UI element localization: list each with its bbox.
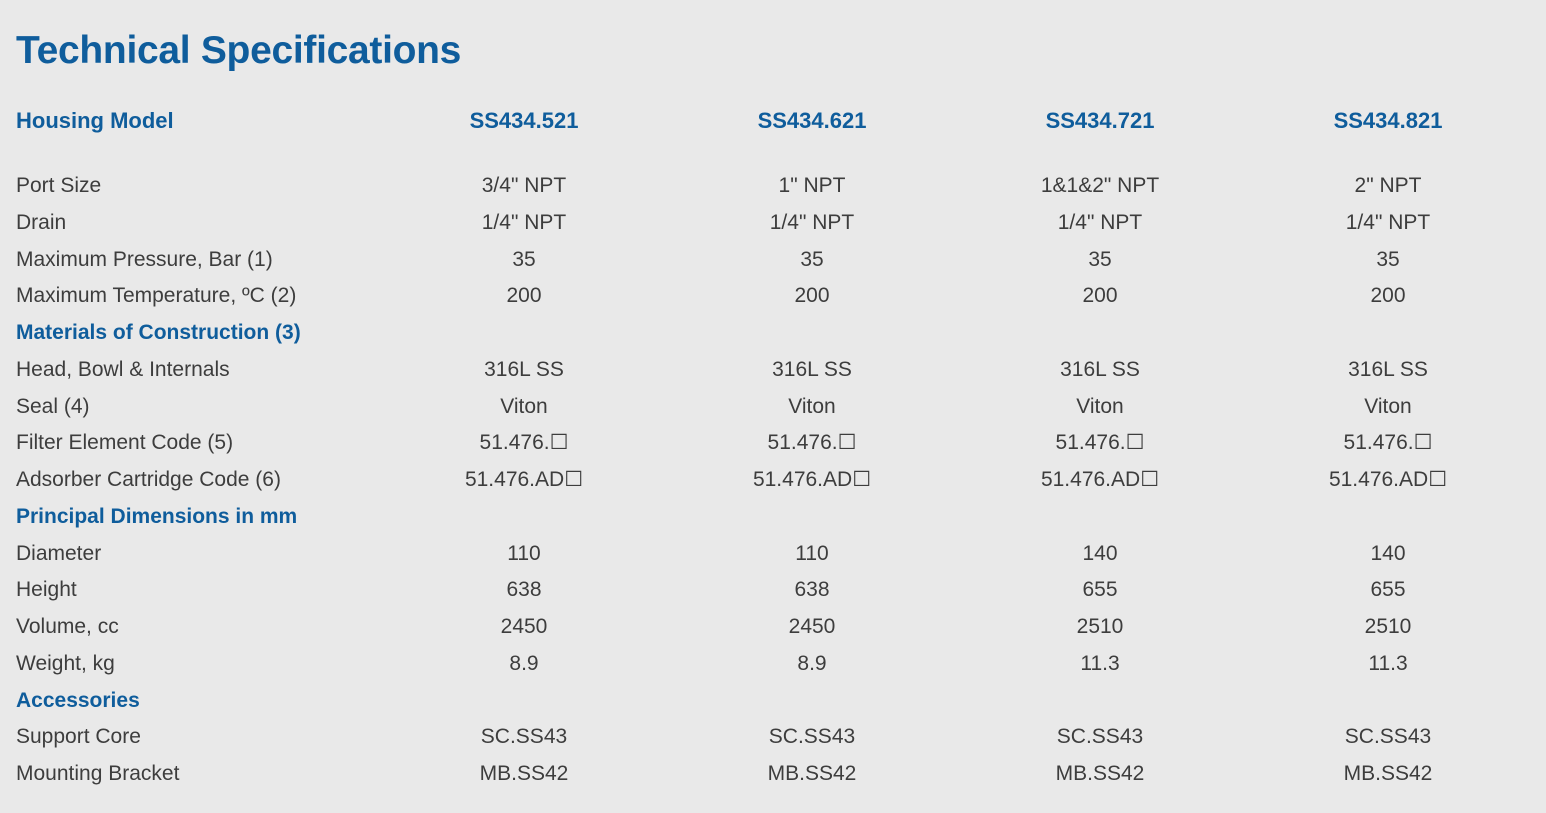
cell-value: 51.476.☐	[1055, 431, 1145, 454]
cell-value: 655	[1370, 578, 1406, 601]
cell-value: 1" NPT	[778, 174, 846, 197]
cell-value: 8.9	[509, 652, 539, 675]
table-row: Support Core SC.SS43 SC.SS43 SC.SS43 SC.SS43	[0, 720, 1546, 754]
cell-value: 1/4" NPT	[481, 211, 567, 234]
cell-value: 51.476.☐	[479, 431, 569, 454]
row-label: Seal (4)	[16, 395, 90, 418]
cell-value: 51.476.AD☐	[1040, 468, 1160, 491]
row-label: Mounting Bracket	[16, 762, 180, 785]
cell-value: 110	[795, 542, 829, 565]
section-heading-row: Materials of Construction (3)	[0, 316, 1546, 350]
cell-value: 200	[506, 284, 542, 307]
table-row: Filter Element Code (5) 51.476.☐ 51.476.☐ 5…	[0, 426, 1546, 460]
cell-value: 638	[794, 578, 830, 601]
cell-value: MB.SS42	[1343, 762, 1433, 785]
row-label: Diameter	[16, 542, 102, 565]
cell-value: 35	[1376, 248, 1400, 271]
cell-value: 200	[1370, 284, 1406, 307]
cell-value: 140	[1370, 542, 1406, 565]
table-row: Weight, kg 8.9 8.9 11.3 11.3	[0, 647, 1546, 681]
section-heading: Materials of Construction (3)	[16, 321, 301, 344]
row-label: Height	[16, 578, 77, 601]
table-row: Port Size 3/4" NPT 1" NPT 1&1&2" NPT 2" NPT	[0, 169, 1546, 203]
cell-value: 316L SS	[484, 358, 564, 381]
table-row: Height 638 638 655 655	[0, 573, 1546, 607]
row-label: Volume, cc	[16, 615, 119, 638]
cell-value: Viton	[788, 395, 836, 418]
section-heading-row: Accessories	[0, 684, 1546, 718]
model-header: SS434.521	[469, 108, 579, 133]
cell-value: 200	[794, 284, 830, 307]
page-title: Technical Specifications	[16, 29, 462, 72]
cell-value: 1&1&2" NPT	[1040, 174, 1160, 197]
section-heading: Principal Dimensions in mm	[16, 505, 298, 528]
section-heading-row: Principal Dimensions in mm	[0, 500, 1546, 534]
row-label: Port Size	[16, 174, 102, 197]
table-row: Seal (4) Viton Viton Viton Viton	[0, 390, 1546, 424]
cell-value: 11.3	[1080, 652, 1120, 675]
table-header-row: Housing Model SS434.521 SS434.621 SS434.…	[0, 104, 1546, 138]
cell-value: SC.SS43	[1344, 725, 1432, 748]
row-label: Weight, kg	[16, 652, 115, 675]
cell-value: 110	[507, 542, 541, 565]
row-label: Drain	[16, 211, 67, 234]
model-header: SS434.621	[757, 108, 867, 133]
row-label: Filter Element Code (5)	[16, 431, 234, 454]
cell-value: 316L SS	[1348, 358, 1428, 381]
cell-value: 2510	[1076, 615, 1124, 638]
cell-value: MB.SS42	[1055, 762, 1145, 785]
cell-value: 1/4" NPT	[769, 211, 855, 234]
table-row: Drain 1/4" NPT 1/4" NPT 1/4" NPT 1/4" NPT	[0, 206, 1546, 240]
cell-value: 200	[1082, 284, 1118, 307]
table-row: Diameter 110 110 140 140	[0, 537, 1546, 571]
table-row: Maximum Temperature, ºC (2) 200 200 200 200	[0, 279, 1546, 313]
cell-value: Viton	[500, 395, 548, 418]
row-label: Maximum Pressure, Bar (1)	[16, 248, 273, 271]
model-header: SS434.721	[1045, 108, 1155, 133]
cell-value: MB.SS42	[767, 762, 857, 785]
cell-value: 316L SS	[772, 358, 852, 381]
cell-value: 11.3	[1368, 652, 1408, 675]
section-heading: Accessories	[16, 689, 140, 712]
cell-value: SC.SS43	[1056, 725, 1144, 748]
row-label: Support Core	[16, 725, 141, 748]
cell-value: SC.SS43	[480, 725, 568, 748]
row-label: Adsorber Cartridge Code (6)	[16, 468, 281, 491]
cell-value: 1/4" NPT	[1057, 211, 1143, 234]
header-label: Housing Model	[16, 108, 174, 133]
table-row: Head, Bowl & Internals 316L SS 316L SS 316L…	[0, 353, 1546, 387]
model-header: SS434.821	[1333, 108, 1443, 133]
cell-value: 2450	[500, 615, 548, 638]
row-label: Head, Bowl & Internals	[16, 358, 230, 381]
cell-value: 2" NPT	[1354, 174, 1422, 197]
cell-value: 1/4" NPT	[1345, 211, 1431, 234]
table-row: Volume, cc 2450 2450 2510 2510	[0, 610, 1546, 644]
table-row: Mounting Bracket MB.SS42 MB.SS42 MB.SS42 MB.…	[0, 757, 1546, 791]
cell-value: 638	[506, 578, 542, 601]
cell-value: 51.476.☐	[1343, 431, 1433, 454]
cell-value: 51.476.☐	[767, 431, 857, 454]
cell-value: 51.476.AD☐	[1328, 468, 1448, 491]
cell-value: 2510	[1364, 615, 1412, 638]
cell-value: 51.476.AD☐	[464, 468, 584, 491]
table-row: Adsorber Cartridge Code (6) 51.476.AD☐ 51.…	[0, 463, 1546, 497]
cell-value: 3/4" NPT	[481, 174, 567, 197]
cell-value: 316L SS	[1060, 358, 1140, 381]
cell-value: Viton	[1364, 395, 1412, 418]
cell-value: 35	[512, 248, 536, 271]
table-row: Maximum Pressure, Bar (1) 35 35 35 35	[0, 243, 1546, 277]
cell-value: 35	[800, 248, 824, 271]
cell-value: 140	[1082, 542, 1118, 565]
cell-value: 35	[1088, 248, 1112, 271]
cell-value: 2450	[788, 615, 836, 638]
cell-value: Viton	[1076, 395, 1124, 418]
cell-value: 8.9	[797, 652, 827, 675]
row-label: Maximum Temperature, ºC (2)	[16, 284, 297, 307]
cell-value: 51.476.AD☐	[752, 468, 872, 491]
cell-value: SC.SS43	[768, 725, 856, 748]
cell-value: 655	[1082, 578, 1118, 601]
cell-value: MB.SS42	[479, 762, 569, 785]
